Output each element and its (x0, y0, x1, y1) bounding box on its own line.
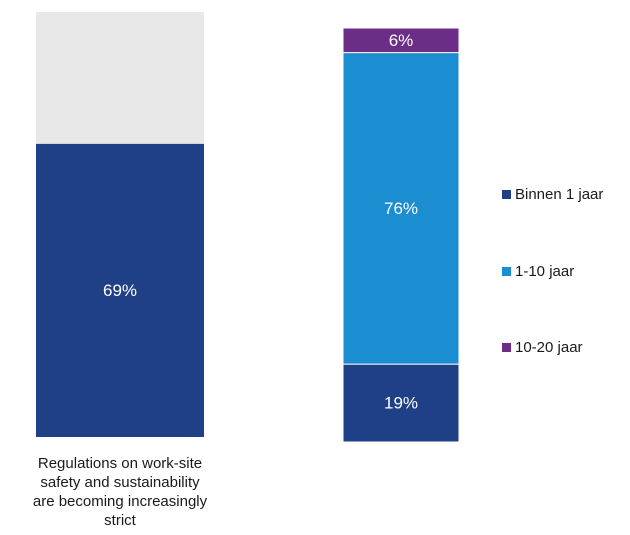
stacked-label-binnen-1-jaar: 19% (384, 394, 418, 413)
legend-item-binnen-1-jaar: Binnen 1 jaar (502, 186, 603, 203)
category-label-line-1: Regulations on work-site (37, 455, 203, 472)
bar-segment-main (36, 143, 204, 437)
stacked-segment-1-10-jaar (342, 52, 460, 365)
stacked-label-1-10-jaar: 76% (384, 199, 418, 218)
legend-label-binnen-1-jaar: Binnen 1 jaar (515, 186, 604, 203)
legend-item-10-20-jaar: 10-20 jaar (502, 339, 583, 356)
category-label-line-3: are becoming increasingly (32, 493, 208, 510)
bar-segment-remainder (36, 12, 204, 144)
legend-label-1-10-jaar: 1-10 jaar (515, 263, 575, 280)
legend-swatch-binnen-1-jaar (502, 190, 511, 199)
legend: Binnen 1 jaar 1-10 jaar 10-20 jaar (502, 0, 630, 535)
stacked-label-10-20-jaar: 6% (389, 31, 414, 50)
category-label-line-4: strict (104, 512, 136, 529)
legend-swatch-1-10-jaar (502, 267, 511, 276)
x-axis-category-label: Regulations on work-site safety and sust… (0, 454, 240, 530)
bar-label-main: 69% (103, 281, 137, 300)
legend-item-1-10-jaar: 1-10 jaar (502, 263, 574, 280)
legend-label-10-20-jaar: 10-20 jaar (515, 339, 583, 356)
legend-swatch-10-20-jaar (502, 343, 511, 352)
stacked-segment-10-20-jaar (342, 27, 460, 54)
category-label-line-2: safety and sustainability (40, 474, 200, 491)
stacked-segment-binnen-1-jaar (342, 363, 460, 443)
